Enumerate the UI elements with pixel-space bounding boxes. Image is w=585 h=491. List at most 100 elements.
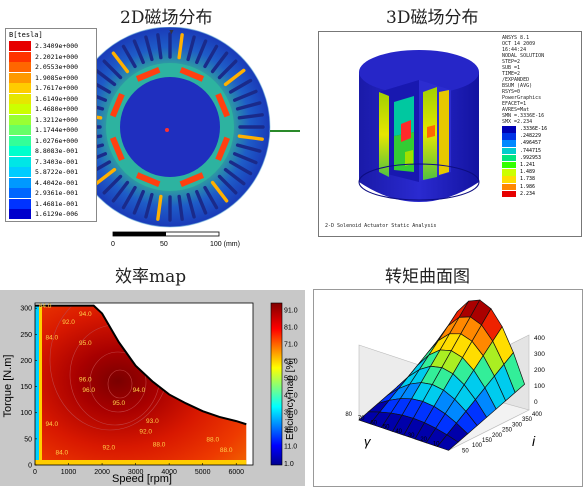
efficiency-cbar-label: Efficiency map [%] (285, 357, 296, 440)
legend-2d-swatch (9, 104, 31, 114)
surface-patch (436, 434, 459, 451)
ansys-info-line: 16:44:24 (502, 47, 527, 53)
stator-slot (132, 189, 145, 215)
colorbar-tick-label: 21.0 (284, 427, 298, 434)
z-tick-label: 200 (534, 367, 545, 374)
rotor-magnet (215, 136, 231, 162)
legend-3d-value: 2.234 (520, 190, 536, 197)
legend-3d-value: .744715 (520, 147, 542, 154)
legend-3d-swatch (502, 140, 516, 147)
y-tick-label: 50 (24, 436, 32, 443)
legend-2d-value: 2.3409e+000 (35, 42, 79, 50)
legend-2d-swatch (9, 125, 31, 135)
i-tick-label: 100 (472, 443, 483, 449)
cylinder-top (359, 50, 479, 94)
contour-label: 94.0 (79, 311, 92, 318)
title-3d-field: 3D磁场分布 (386, 8, 479, 28)
legend-2d-entry: 1.1744e+000 (9, 125, 95, 135)
stator-slot (156, 194, 163, 221)
i-tick-label: 350 (522, 417, 533, 423)
legend-2d-title: B[tesla] (9, 31, 43, 39)
panel-2d-field: 0 50 100 (mm) ▼ B[tesla] 2.3409e+000 2.20… (0, 26, 300, 252)
legend-2d-entry: 1.0276e+000 (9, 135, 95, 146)
contour-label: 94.0 (133, 387, 146, 394)
legend-3d-value: .992953 (520, 154, 542, 161)
svg-text:▼: ▼ (168, 29, 175, 36)
ansys-info-line: SMN =.3336E-16 (502, 113, 545, 119)
x-tick-label: 2000 (94, 469, 110, 476)
legend-2d-swatch (9, 83, 31, 93)
legend-2d-value: 1.6149e+000 (35, 94, 79, 103)
legend-2d-entry: 1.6129e-006 (9, 209, 95, 219)
stator-slot (156, 33, 163, 60)
contour-label: 88.0 (153, 442, 166, 449)
gamma-tick-label: 30 (408, 433, 415, 439)
ansys-info-line: EFACET=1 (502, 101, 527, 107)
legend-2d-swatch (9, 209, 31, 219)
z-tick-label: 100 (534, 383, 545, 390)
contour-label: 92.0 (62, 319, 75, 326)
legend-2d-swatch (9, 188, 31, 198)
ansys-info-line: NODAL SOLUTION (502, 53, 545, 59)
panel-torque-surface: 400 300 200 100 0 80 70 60 50 40 30 20 10 400 350 300 25… (313, 289, 583, 487)
rotor-magnet (109, 136, 125, 162)
x-tick-label: 5000 (195, 469, 211, 476)
title-torque-surface: 转矩曲面图 (385, 267, 470, 287)
i-tick-label: 200 (492, 433, 503, 439)
legend-3d-swatch (502, 183, 516, 190)
legend-2d-value: 8.8083e-001 (35, 147, 79, 155)
legend-2d-value: 1.0276e+000 (35, 136, 79, 145)
stator-slot (210, 180, 229, 203)
gamma-tick-label: 40 (395, 429, 402, 435)
contour-label: 84.0 (56, 450, 69, 457)
stator-slot (111, 180, 130, 203)
x-tick-label: 4000 (161, 469, 177, 476)
legend-2d-value: 1.4680e+000 (35, 105, 79, 113)
z-tick-label: 300 (534, 351, 545, 358)
legend-2d-value: 1.9085e+000 (35, 73, 79, 82)
legend-2d-entry: 1.7617e+000 (9, 83, 95, 93)
legend-3d-swatch (502, 133, 516, 140)
z-tick-label: 400 (534, 335, 545, 342)
scale-tick-0: 0 (111, 241, 115, 248)
y-tick-label: 300 (20, 306, 32, 313)
legend-2d-value: 2.0553e+000 (35, 63, 79, 71)
legend-2d-value: 1.4681e-001 (35, 199, 79, 208)
legend-2d-value: 1.1744e+000 (35, 126, 79, 134)
rotor-magnet (179, 172, 205, 188)
stator-slot (217, 174, 238, 195)
gamma-axis-label: γ (364, 434, 372, 449)
stator-slot (235, 101, 262, 111)
y-tick-label: 0 (28, 463, 32, 470)
y-tick-label: 250 (20, 332, 32, 339)
stator-slot (111, 51, 130, 74)
efficiency-xlabel: Speed [rpm] (112, 473, 172, 485)
legend-2d-swatch (9, 51, 31, 62)
legend-2d-entry: 1.9085e+000 (9, 72, 95, 83)
legend-2d-entry: 1.6149e+000 (9, 93, 95, 104)
stator-slot (121, 44, 137, 69)
legend-2d-swatch (9, 167, 31, 177)
legend-2d-entry: 2.9361e-001 (9, 188, 95, 198)
i-tick-label: 150 (482, 438, 493, 444)
contour-label: 95.0 (79, 340, 92, 347)
legend-2d-swatch (9, 135, 31, 146)
scale-bar: 0 50 100 (mm) (111, 231, 240, 248)
contour-label: 84.0 (45, 335, 58, 342)
stator-slot (210, 51, 229, 74)
stator-slot (223, 167, 246, 186)
y-tick-label: 100 (20, 410, 32, 417)
legend-2d-value: 2.9361e-001 (35, 189, 79, 197)
i-tick-label: 250 (502, 428, 513, 434)
rotor-core (120, 77, 220, 177)
legend-2d-swatch (9, 177, 31, 188)
legend-2d-swatch (9, 62, 31, 72)
stator-slot (232, 89, 258, 102)
title-efficiency-map: 效率map (115, 267, 187, 287)
legend-3d-swatch (502, 154, 516, 162)
gamma-tick-label: 70 (358, 416, 365, 422)
legend-3d-value: 1.986 (520, 183, 536, 190)
stator-slot (232, 152, 258, 165)
x-tick-label: 0 (33, 469, 37, 476)
colorbar-ticks: 91.0 81.0 71.0 61.0 51.0 41.0 31.0 21.0 11.0 1.0 (284, 307, 298, 467)
